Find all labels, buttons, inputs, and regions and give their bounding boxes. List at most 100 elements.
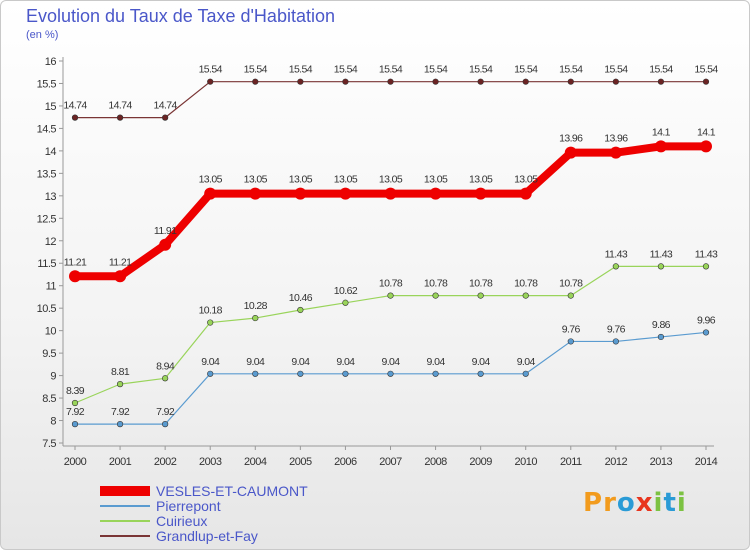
y-tick-label: 12	[45, 236, 57, 248]
data-point-pierrepont	[612, 338, 619, 345]
data-label-cuirieux: 11.43	[695, 248, 718, 260]
data-point-pierrepont	[387, 370, 394, 377]
data-label-vesles: 11.21	[64, 256, 87, 268]
legend-label-grandlup: Grandlup-et-Fay	[156, 527, 258, 544]
y-tick-label: 14	[45, 146, 57, 158]
legend-swatch-grandlup	[100, 534, 150, 537]
y-tick-label: 8	[50, 416, 56, 428]
data-label-cuirieux: 8.81	[111, 366, 130, 378]
data-point-cuirieux	[432, 292, 439, 299]
data-point-grandlup	[702, 78, 710, 85]
legend-swatch-pierrepont	[100, 504, 150, 507]
data-point-pierrepont	[657, 333, 665, 341]
x-tick-label: 2009	[469, 456, 492, 468]
y-tick-label: 13	[45, 191, 57, 203]
y-tick-label: 13.5	[37, 168, 57, 180]
data-label-cuirieux: 10.28	[244, 300, 268, 312]
legend-label-vesles: VESLES-ET-CAUMONT	[156, 482, 308, 499]
y-tick-label: 10.5	[37, 303, 57, 315]
data-label-grandlup: 15.54	[559, 64, 583, 76]
y-tick-label: 10	[45, 326, 57, 338]
x-tick-label: 2014	[695, 456, 718, 468]
data-point-pierrepont	[342, 370, 349, 377]
legend-item-pierrepont: Pierrepont	[100, 498, 308, 514]
logo-letter: P	[583, 488, 604, 518]
data-point-cuirieux	[252, 314, 259, 322]
data-label-vesles: 11.91	[154, 225, 177, 237]
data-point-grandlup	[387, 78, 394, 85]
data-label-cuirieux: 10.18	[199, 305, 223, 317]
data-point-grandlup	[252, 78, 259, 85]
data-label-vesles: 13.05	[514, 174, 538, 186]
data-label-grandlup: 15.54	[199, 64, 223, 76]
logo-letter: t	[663, 488, 677, 518]
x-tick-label: 2007	[379, 456, 402, 468]
data-label-pierrepont: 7.92	[111, 406, 130, 418]
data-label-grandlup: 15.54	[289, 64, 313, 76]
data-point-vesles	[429, 187, 442, 200]
legend-item-vesles: VESLES-ET-CAUMONT	[100, 482, 308, 499]
data-point-pierrepont	[71, 421, 79, 428]
data-point-pierrepont	[567, 338, 574, 345]
x-tick-label: 2008	[424, 456, 447, 468]
data-point-cuirieux	[71, 399, 79, 407]
data-label-grandlup: 15.54	[604, 64, 628, 76]
data-label-cuirieux: 10.78	[559, 278, 583, 290]
data-label-pierrepont: 9.76	[562, 323, 581, 335]
x-tick-label: 2013	[650, 456, 673, 468]
data-point-grandlup	[477, 78, 484, 85]
data-point-cuirieux	[477, 292, 484, 299]
x-tick-label: 2005	[289, 456, 312, 468]
data-point-vesles	[114, 270, 127, 283]
data-label-pierrepont: 7.92	[66, 406, 85, 418]
data-point-pierrepont	[116, 421, 124, 428]
x-tick-label: 2000	[64, 456, 87, 468]
data-point-vesles	[204, 187, 217, 200]
y-tick-label: 12.5	[37, 213, 57, 225]
data-label-vesles: 13.05	[199, 174, 223, 186]
data-point-vesles	[474, 187, 487, 200]
data-label-cuirieux: 10.78	[514, 278, 538, 290]
data-point-vesles	[384, 187, 397, 200]
data-label-pierrepont: 9.04	[291, 356, 310, 368]
data-label-pierrepont: 7.92	[156, 406, 175, 418]
data-point-pierrepont	[432, 370, 439, 377]
data-label-grandlup: 15.54	[514, 64, 538, 76]
data-label-cuirieux: 8.39	[66, 385, 85, 397]
y-tick-label: 7.5	[42, 438, 56, 450]
y-tick-label: 8.5	[42, 393, 56, 405]
data-point-grandlup	[297, 78, 304, 85]
data-point-vesles	[700, 140, 712, 153]
data-label-vesles: 13.05	[469, 174, 493, 186]
chart-title: Evolution du Taux de Taxe d'Habitation	[26, 6, 335, 26]
data-label-pierrepont: 9.96	[697, 314, 716, 326]
data-point-pierrepont	[702, 329, 710, 336]
logo-letter: i	[676, 488, 687, 518]
y-tick-label: 16	[45, 56, 57, 68]
data-label-vesles: 13.96	[559, 133, 583, 145]
y-tick-label: 11.5	[37, 258, 56, 270]
data-point-cuirieux	[162, 375, 169, 382]
data-label-vesles: 13.05	[244, 174, 268, 186]
data-label-vesles: 11.21	[109, 256, 132, 268]
data-label-grandlup: 14.74	[108, 100, 132, 112]
data-label-vesles: 13.05	[424, 174, 448, 186]
data-point-grandlup	[342, 78, 349, 85]
data-label-pierrepont: 9.04	[517, 356, 536, 368]
logo-letter: r	[603, 488, 617, 518]
data-label-pierrepont: 9.04	[201, 356, 220, 368]
data-point-cuirieux	[297, 306, 304, 314]
legend-item-cuirieux: Cuirieux	[100, 513, 308, 529]
data-point-pierrepont	[477, 370, 484, 377]
legend-swatch-cuirieux	[100, 519, 150, 522]
data-label-grandlup: 15.54	[334, 64, 358, 76]
x-tick-label: 2002	[154, 456, 177, 468]
logo-letter: i	[653, 488, 664, 518]
data-label-grandlup: 14.74	[154, 100, 178, 112]
y-tick-label: 9.5	[42, 348, 56, 360]
y-tick-label: 15	[45, 101, 57, 113]
data-label-pierrepont: 9.76	[607, 323, 626, 335]
data-label-pierrepont: 9.04	[381, 356, 400, 368]
logo-letter: o	[616, 488, 636, 518]
